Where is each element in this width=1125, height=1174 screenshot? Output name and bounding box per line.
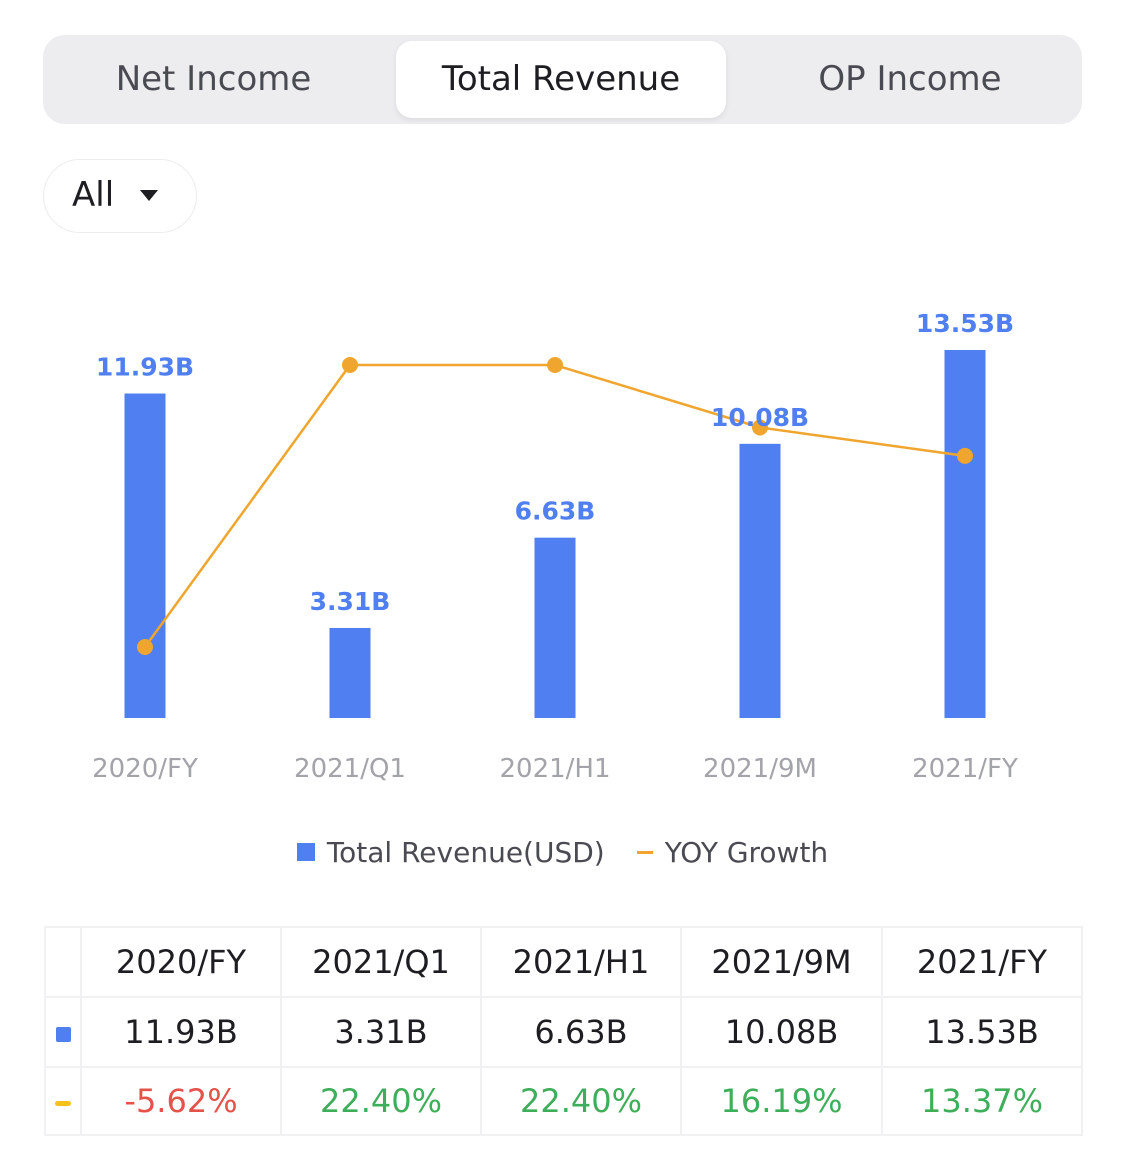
table-header-cell: 2021/H1	[480, 926, 682, 998]
x-tick-label: 2020/FY	[92, 754, 198, 784]
table-cell: 11.93B	[80, 996, 282, 1068]
x-tick-label: 2021/9M	[703, 754, 817, 784]
bar-value-label: 10.08B	[711, 403, 809, 432]
legend-line-swatch	[636, 850, 653, 854]
data-table: 2020/FY 2021/Q1 2021/H1 2021/9M 2021/FY …	[44, 926, 1083, 1136]
growth-point-2021/FY[interactable]	[957, 447, 973, 464]
chart-legend: Total Revenue(USD) YOY Growth	[0, 832, 1125, 872]
growth-point-2021/Q1[interactable]	[342, 357, 358, 373]
table-row-growth: -5.62% 22.40% 22.40% 16.19% 13.37%	[44, 1066, 1083, 1136]
x-tick-label: 2021/FY	[912, 754, 1018, 784]
table-cell: 10.08B	[680, 996, 883, 1068]
legend-item-growth: YOY Growth	[636, 835, 829, 869]
legend-bar-swatch	[296, 843, 315, 861]
bar-2021/FY[interactable]	[944, 350, 986, 718]
table-cell: 13.53B	[881, 996, 1083, 1068]
tab-total-revenue[interactable]: Total Revenue	[396, 41, 726, 118]
metric-tab-bar: Net Income Total Revenue OP Income	[43, 35, 1082, 124]
tab-op-income[interactable]: OP Income	[818, 59, 1002, 99]
table-corner-cell	[44, 926, 82, 998]
table-header-cell: 2020/FY	[80, 926, 282, 998]
x-tick-label: 2021/Q1	[294, 754, 406, 784]
revenue-marker-icon	[55, 1026, 71, 1042]
caret-down-icon	[140, 190, 158, 201]
table-header-cell: 2021/9M	[680, 926, 883, 998]
revenue-marker-cell	[44, 996, 82, 1068]
table-header-row: 2020/FY 2021/Q1 2021/H1 2021/9M 2021/FY	[44, 926, 1083, 998]
bar-value-label: 13.53B	[916, 309, 1014, 338]
table-cell: 3.31B	[280, 996, 482, 1068]
bar-2020/FY[interactable]	[124, 393, 166, 718]
table-header-cell: 2021/FY	[881, 926, 1083, 998]
period-dropdown-value: All	[72, 175, 115, 215]
bar-2021/Q1[interactable]	[329, 627, 371, 718]
legend-growth-label: YOY Growth	[664, 835, 829, 869]
legend-item-revenue: Total Revenue(USD)	[296, 835, 605, 869]
revenue-chart: 11.93B 3.31B 6.63B 10.08B 13.53B 2020/FY 2021/…	[92, 309, 1018, 784]
period-dropdown[interactable]: All	[43, 159, 197, 233]
growth-marker-icon	[55, 1100, 71, 1106]
bar-2021/9M[interactable]	[739, 443, 781, 718]
table-header-cell: 2021/Q1	[280, 926, 482, 998]
bar-value-label: 11.93B	[96, 353, 194, 382]
table-cell: 6.63B	[480, 996, 682, 1068]
growth-marker-cell	[44, 1066, 82, 1136]
bar-2021/H1[interactable]	[534, 537, 576, 718]
growth-point-2021/H1[interactable]	[547, 357, 563, 373]
bar-value-label: 6.63B	[515, 497, 596, 526]
legend-revenue-label: Total Revenue(USD)	[326, 835, 605, 869]
growth-point-2021/9M[interactable]	[752, 419, 768, 436]
growth-point-2020/FY[interactable]	[137, 639, 153, 655]
table-cell: -5.62%	[80, 1066, 282, 1136]
x-tick-label: 2021/H1	[499, 754, 610, 784]
tab-net-income[interactable]: Net Income	[115, 59, 312, 99]
table-row-revenue: 11.93B 3.31B 6.63B 10.08B 13.53B	[44, 996, 1083, 1068]
table-cell: 22.40%	[280, 1066, 482, 1136]
table-cell: 16.19%	[680, 1066, 883, 1136]
table-cell: 13.37%	[881, 1066, 1083, 1136]
table-cell: 22.40%	[480, 1066, 682, 1136]
bar-value-label: 3.31B	[310, 587, 391, 616]
